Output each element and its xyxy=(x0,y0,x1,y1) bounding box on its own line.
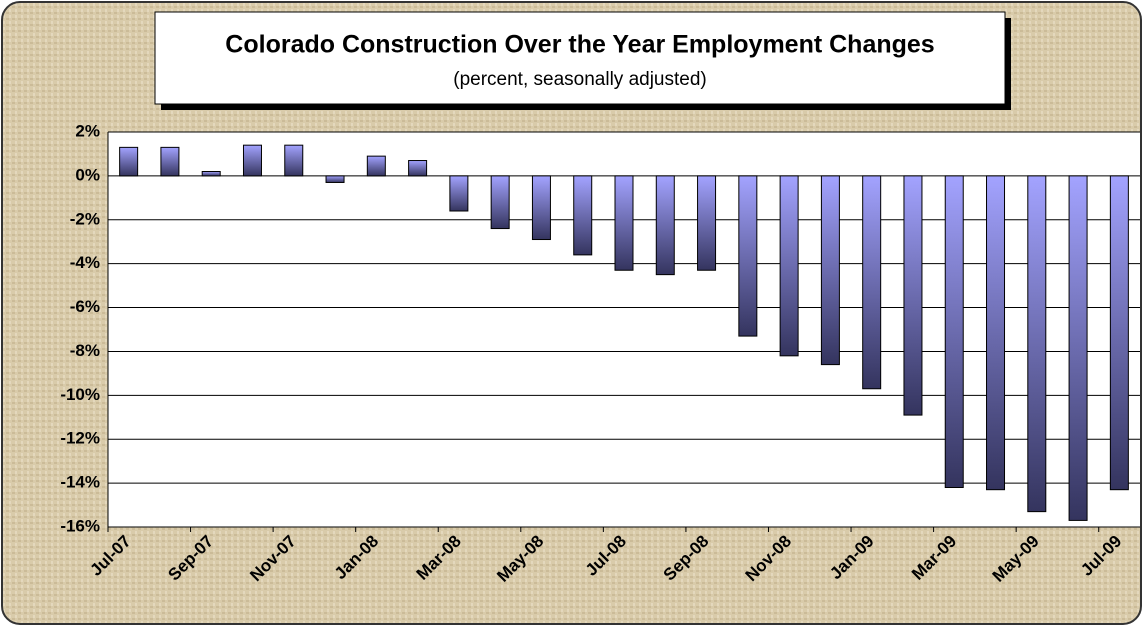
bar xyxy=(531,175,551,241)
bar xyxy=(1109,175,1129,491)
y-tick-label: -16% xyxy=(60,516,100,535)
bar xyxy=(449,175,469,212)
bar xyxy=(986,175,1006,491)
bar xyxy=(408,160,428,177)
bar xyxy=(325,175,345,183)
bar xyxy=(1068,175,1088,521)
bar xyxy=(242,144,262,177)
bar xyxy=(119,146,139,177)
bar xyxy=(1027,175,1047,513)
chart-title: Colorado Construction Over the Year Empl… xyxy=(225,31,934,59)
bar xyxy=(944,175,964,488)
y-tick-label: -8% xyxy=(70,341,100,360)
bar xyxy=(573,175,593,256)
bar xyxy=(284,144,304,177)
y-tick-label: -10% xyxy=(60,385,100,404)
bar xyxy=(490,175,510,230)
bar xyxy=(366,155,386,177)
y-tick-label: 2% xyxy=(75,121,100,140)
bar xyxy=(779,175,799,357)
y-tick-label: -4% xyxy=(70,253,100,272)
bar xyxy=(820,175,840,366)
bar xyxy=(862,175,882,390)
chart-subtitle: (percent, seasonally adjusted) xyxy=(453,69,706,90)
bar xyxy=(655,175,675,276)
bar xyxy=(738,175,758,337)
bar xyxy=(614,175,634,271)
bar xyxy=(903,175,923,416)
y-tick-label: -2% xyxy=(70,209,100,228)
title-box xyxy=(154,11,1006,105)
y-tick-label: -6% xyxy=(70,297,100,316)
y-tick-label: 0% xyxy=(75,165,100,184)
y-tick-label: -12% xyxy=(60,429,100,448)
bar xyxy=(697,175,717,271)
bar xyxy=(160,146,180,177)
bar xyxy=(201,171,221,177)
y-tick-label: -14% xyxy=(60,473,100,492)
